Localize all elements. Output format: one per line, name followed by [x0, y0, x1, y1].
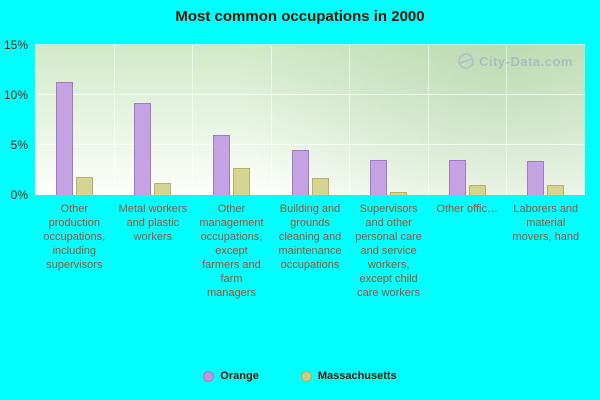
- vertical-gridline: [349, 45, 351, 195]
- watermark: City-Data.com: [458, 53, 573, 69]
- gridline: [35, 44, 585, 45]
- x-axis-label: Other management occupations, except far…: [199, 203, 264, 299]
- bar-group: [271, 45, 350, 195]
- x-axis-label: Metal workers and plastic workers: [118, 203, 188, 243]
- y-tick-label: 15%: [3, 38, 28, 52]
- legend-label: Massachusetts: [317, 370, 397, 382]
- watermark-text: City-Data.com: [479, 53, 573, 69]
- x-axis-label: Supervisors and other personal care and …: [355, 203, 422, 299]
- bar-massachusetts: [311, 178, 329, 195]
- bar-massachusetts: [547, 185, 565, 195]
- vertical-gridline: [427, 45, 429, 195]
- legend-dot: [203, 370, 215, 382]
- bar-massachusetts: [390, 192, 408, 195]
- legend-item: Massachusetts: [300, 370, 397, 382]
- legend-dot: [300, 370, 312, 382]
- y-tick-label: 0%: [10, 188, 28, 202]
- bar-groups: [35, 45, 585, 195]
- bar-massachusetts: [154, 183, 172, 195]
- bar-orange: [55, 82, 73, 195]
- gridline: [35, 144, 585, 145]
- x-axis-label: Other offic…: [436, 203, 498, 215]
- y-tick-label: 5%: [10, 138, 28, 153]
- x-axis-labels: Other production occupations, including …: [35, 202, 585, 300]
- globe-icon: [458, 53, 475, 69]
- y-tick-label: 10%: [3, 88, 28, 103]
- vertical-gridline: [113, 45, 115, 195]
- x-axis-label: Building and grounds cleaning and mainte…: [278, 203, 342, 271]
- gridline: [35, 94, 585, 95]
- y-axis: 0% 5% 10% 15%: [0, 38, 31, 202]
- legend: Orange Massachusetts: [0, 370, 600, 382]
- bar-massachusetts: [75, 177, 93, 195]
- plot-area: City-Data.com: [35, 44, 585, 195]
- bar-orange: [212, 135, 230, 195]
- bar-orange: [448, 160, 466, 195]
- chart-title: Most common occupations in 2000: [175, 8, 425, 25]
- bar-group: [114, 45, 193, 195]
- bar-group: [506, 45, 585, 195]
- bar-group: [349, 45, 428, 195]
- bar-group: [428, 45, 507, 195]
- legend-label: Orange: [220, 370, 259, 382]
- vertical-gridline: [192, 45, 194, 195]
- bar-group: [35, 45, 114, 195]
- bar-orange: [291, 150, 309, 195]
- bar-orange: [134, 103, 152, 195]
- bar-orange: [527, 161, 545, 195]
- vertical-gridline: [270, 45, 272, 195]
- bar-massachusetts: [232, 168, 250, 195]
- bar-orange: [370, 160, 388, 195]
- bar-massachusetts: [468, 185, 486, 195]
- vertical-gridline: [506, 45, 508, 195]
- legend-item: Orange: [203, 370, 259, 382]
- bar-group: [192, 45, 271, 195]
- x-axis-label: Other production occupations, including …: [43, 203, 106, 271]
- x-axis-label: Laborers and material movers, hand: [512, 203, 580, 243]
